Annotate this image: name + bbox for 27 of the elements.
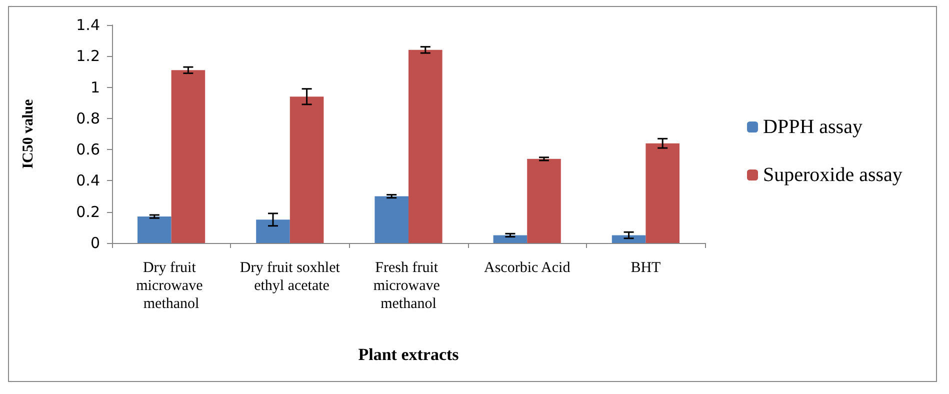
bar — [374, 196, 408, 243]
y-tick-label: 0.4 — [76, 172, 100, 190]
bar — [646, 143, 680, 243]
x-axis-title: Plant extracts — [358, 345, 460, 364]
y-tick-label: 1 — [90, 78, 100, 96]
y-tick-label: 1.2 — [76, 47, 100, 66]
x-tick-label: Dry fruit microwave methanol — [136, 260, 206, 312]
y-axis-title: IC50 value — [20, 98, 36, 169]
bar — [527, 158, 561, 243]
bar — [612, 235, 646, 243]
y-tick-label: 0.6 — [76, 140, 100, 159]
y-tick-label: 0 — [90, 234, 100, 252]
y-tick-label: 0.8 — [76, 109, 100, 128]
bar — [138, 216, 172, 243]
x-tick-label: Dry fruit soxhlet ethyl acetate — [240, 260, 341, 294]
bar — [493, 235, 528, 243]
x-tick-label: Fresh fruit microwave methanol — [373, 260, 444, 312]
x-tick-label: BHT — [630, 260, 661, 276]
bar — [256, 220, 290, 243]
x-tick-label: Ascorbic Acid — [484, 260, 571, 276]
legend-label: DPPH assay — [763, 116, 862, 138]
y-tick-label: 1.4 — [76, 16, 100, 34]
y-tick-label: 0.2 — [76, 202, 100, 221]
legend-label: Superoxide assay — [763, 164, 902, 186]
bar — [408, 50, 442, 243]
bar — [171, 70, 206, 243]
bar — [290, 96, 324, 243]
